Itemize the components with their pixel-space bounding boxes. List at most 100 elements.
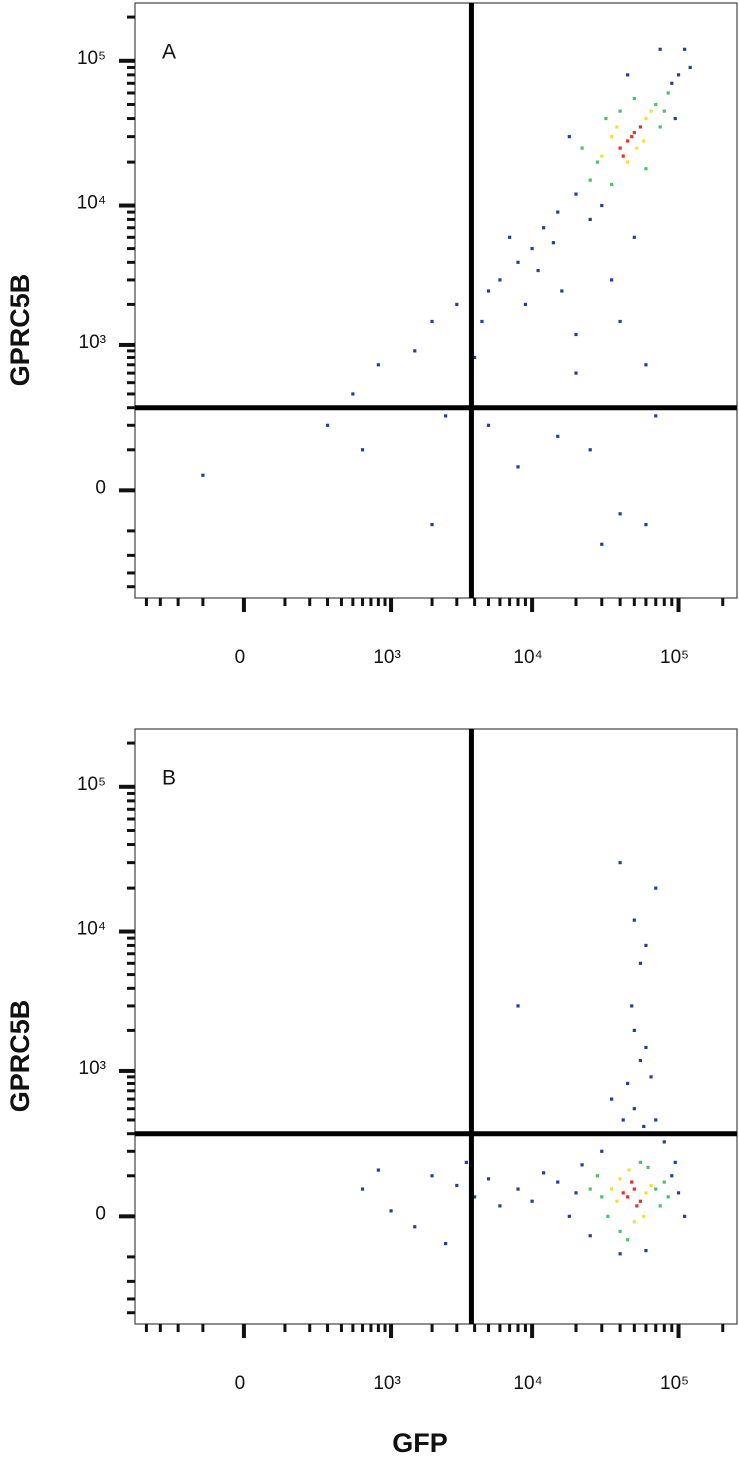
event-dot (556, 1180, 560, 1184)
event-dot (536, 268, 540, 273)
event-dot (574, 371, 578, 375)
event-dot (632, 918, 636, 922)
event-dot (595, 160, 600, 164)
event-dot (676, 1191, 681, 1195)
event-dot (574, 332, 578, 337)
event-dot (615, 1199, 619, 1203)
event-dot (658, 125, 662, 129)
event-dot (683, 47, 687, 51)
event-dot (618, 319, 622, 324)
event-dot (621, 1118, 625, 1122)
event-dot (556, 210, 560, 214)
event-dot (530, 1199, 534, 1203)
event-dot (580, 146, 584, 150)
event-dot (600, 1149, 604, 1153)
y-tick-label: 10⁵ (77, 774, 106, 795)
event-dot (600, 542, 604, 546)
event-dot (516, 1187, 520, 1191)
event-dot (670, 1174, 674, 1178)
event-dot (638, 125, 642, 129)
plot-frame (134, 2, 738, 599)
event-dot (455, 1183, 459, 1188)
event-dot (666, 1195, 670, 1199)
event-dot (444, 414, 448, 418)
event-dot (508, 235, 512, 239)
event-dot (618, 861, 622, 865)
event-dot (621, 1191, 625, 1195)
event-dot (600, 154, 604, 158)
x-tick-label: 10⁴ (513, 1373, 542, 1394)
event-dot (430, 319, 434, 324)
y-tick-label: 10⁴ (77, 919, 106, 940)
event-dot (473, 355, 477, 360)
event-dot (635, 146, 639, 150)
event-dot (567, 1214, 571, 1218)
event-dot (201, 473, 205, 477)
event-dot (627, 1168, 631, 1172)
event-dot (644, 1248, 648, 1253)
event-dot (486, 1177, 491, 1181)
event-dot (464, 1160, 468, 1164)
event-dot (635, 1204, 639, 1208)
event-dot (610, 278, 614, 282)
y-tick-label: 10⁴ (77, 193, 106, 214)
event-dot (516, 260, 520, 264)
x-axis-title: GFP (392, 1428, 448, 1458)
event-dot (618, 146, 622, 150)
event-dot (595, 1174, 600, 1178)
event-dot (551, 241, 555, 245)
event-dot (542, 226, 546, 230)
event-dot (654, 1187, 658, 1191)
event-dot (630, 1004, 634, 1008)
event-dot (610, 182, 614, 187)
event-dot (638, 961, 642, 965)
event-dot (615, 125, 619, 129)
event-dot (632, 130, 636, 135)
event-dot (626, 1238, 630, 1242)
event-dot (376, 363, 380, 367)
event-dot (588, 1234, 592, 1238)
event-dot (632, 235, 636, 239)
event-dot (473, 1195, 477, 1199)
event-dot (642, 1124, 646, 1129)
event-dot (644, 1045, 648, 1050)
event-dot (626, 160, 630, 164)
event-dot (556, 434, 560, 438)
event-dot (644, 116, 648, 121)
event-dot (662, 1140, 666, 1144)
event-dot (588, 448, 592, 452)
event-dot (654, 102, 658, 107)
event-dot (626, 1081, 630, 1086)
event-dot (498, 1204, 502, 1208)
event-dot (638, 1199, 642, 1203)
event-dot (618, 1229, 622, 1234)
event-dot (444, 1242, 448, 1246)
event-dot (430, 1174, 434, 1178)
event-dot (630, 1180, 634, 1184)
event-dot (351, 392, 355, 396)
event-dot (670, 81, 674, 85)
event-dot (630, 135, 634, 139)
panel-letter: B (162, 767, 176, 790)
event-dot (560, 289, 564, 293)
event-dot (600, 203, 604, 208)
event-dot (626, 73, 630, 77)
event-dot (574, 192, 578, 196)
event-dot (574, 1191, 578, 1195)
event-dot (618, 512, 622, 516)
y-tick-label: 10³ (79, 1058, 106, 1079)
event-dot (530, 246, 534, 251)
event-dot (654, 886, 658, 890)
event-dot (588, 1187, 592, 1191)
event-dot (610, 135, 614, 139)
event-dot (604, 116, 608, 121)
event-dot (649, 109, 653, 113)
event-dot (662, 109, 666, 113)
event-dot (644, 363, 648, 367)
event-dot (430, 522, 434, 527)
event-dot (610, 1097, 614, 1101)
event-dot (621, 154, 625, 158)
event-dot (666, 91, 670, 95)
event-dot (642, 1214, 646, 1218)
